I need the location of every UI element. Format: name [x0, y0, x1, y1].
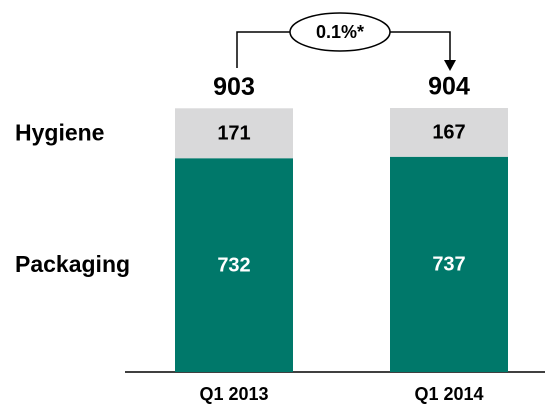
bar-segment: [175, 108, 293, 159]
total-label: 904: [428, 73, 470, 101]
connector: [236, 31, 290, 68]
total-label: 903: [213, 73, 255, 101]
legend-label: Hygiene: [15, 119, 104, 145]
connector: [390, 31, 451, 62]
bar-segment: [175, 158, 293, 372]
value-label: 737: [432, 254, 465, 276]
annotation-bubble: [289, 12, 391, 52]
value-label: 732: [217, 254, 250, 276]
value-label: 171: [217, 123, 250, 145]
x-tick-label: Q1 2013: [199, 384, 268, 404]
bar-segment: [390, 156, 508, 372]
annotation: 0.1%*: [316, 22, 364, 42]
legend-label: Packaging: [15, 251, 130, 277]
value-label: 167: [432, 122, 465, 144]
x-tick-label: Q1 2014: [414, 384, 483, 404]
bar-segment: [390, 108, 508, 157]
arrow-head: [444, 60, 456, 71]
